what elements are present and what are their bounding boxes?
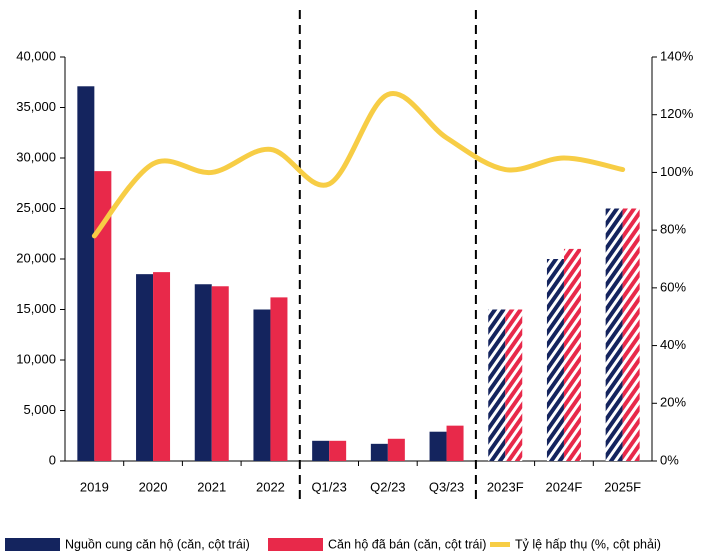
x-tick-label: 2024F (546, 479, 583, 494)
y-tick-label: 15,000 (16, 301, 56, 316)
bar (94, 171, 112, 461)
y2-tick-label: 140% (660, 48, 694, 63)
x-tick-label: 2020 (139, 479, 168, 494)
bar (370, 443, 388, 461)
bar (505, 309, 523, 461)
legend-label: Căn hộ đã bán (căn, cột trái) (328, 537, 486, 551)
y2-tick-label: 0% (660, 452, 679, 467)
y2-tick-label: 80% (660, 222, 686, 237)
y-tick-label: 5,000 (23, 402, 56, 417)
legend: Nguồn cung căn hộ (căn, cột trái) Căn hộ … (5, 537, 661, 551)
line (91, 91, 626, 239)
y-tick-label: 40,000 (16, 48, 56, 63)
legend-swatch (5, 538, 60, 551)
x-tick-label: 2021 (197, 479, 226, 494)
y2-tick-label: 120% (660, 106, 694, 121)
bar (136, 274, 154, 461)
x-tick-label: 2025F (604, 479, 641, 494)
bar (546, 259, 564, 461)
bar (77, 86, 95, 461)
bar (622, 208, 640, 461)
bar (605, 208, 623, 461)
y2-tick-label: 40% (660, 337, 686, 352)
bar (429, 431, 447, 461)
y2-tick-label: 60% (660, 279, 686, 294)
y-tick-label: 25,000 (16, 200, 56, 215)
y-tick-label: 10,000 (16, 351, 56, 366)
x-tick-label: 2023F (487, 479, 524, 494)
x-tick-label: Q2/23 (370, 479, 405, 494)
bar (312, 440, 330, 461)
x-tick-label: Q3/23 (429, 479, 464, 494)
legend-swatch (490, 542, 510, 547)
bar (387, 438, 405, 461)
bar (329, 440, 347, 461)
bar (211, 286, 229, 461)
legend-label: Tỷ lệ hấp thụ (%, cột phải) (515, 537, 661, 551)
y-tick-label: 0 (49, 452, 56, 467)
bar (194, 284, 212, 461)
y-tick-label: 20,000 (16, 250, 56, 265)
x-tick-label: 2022 (256, 479, 285, 494)
legend-swatch (268, 538, 323, 551)
bar (253, 309, 271, 461)
bar (446, 425, 464, 461)
x-tick-label: Q1/23 (311, 479, 346, 494)
bar (270, 297, 288, 461)
legend-label: Nguồn cung căn hộ (căn, cột trái) (65, 537, 250, 551)
bar (153, 272, 171, 461)
y-tick-label: 30,000 (16, 149, 56, 164)
y2-tick-label: 100% (660, 164, 694, 179)
x-tick-label: 2019 (80, 479, 109, 494)
y-tick-label: 35,000 (16, 99, 56, 114)
bar (563, 248, 581, 461)
y2-tick-label: 20% (660, 395, 686, 410)
bar (488, 309, 506, 461)
